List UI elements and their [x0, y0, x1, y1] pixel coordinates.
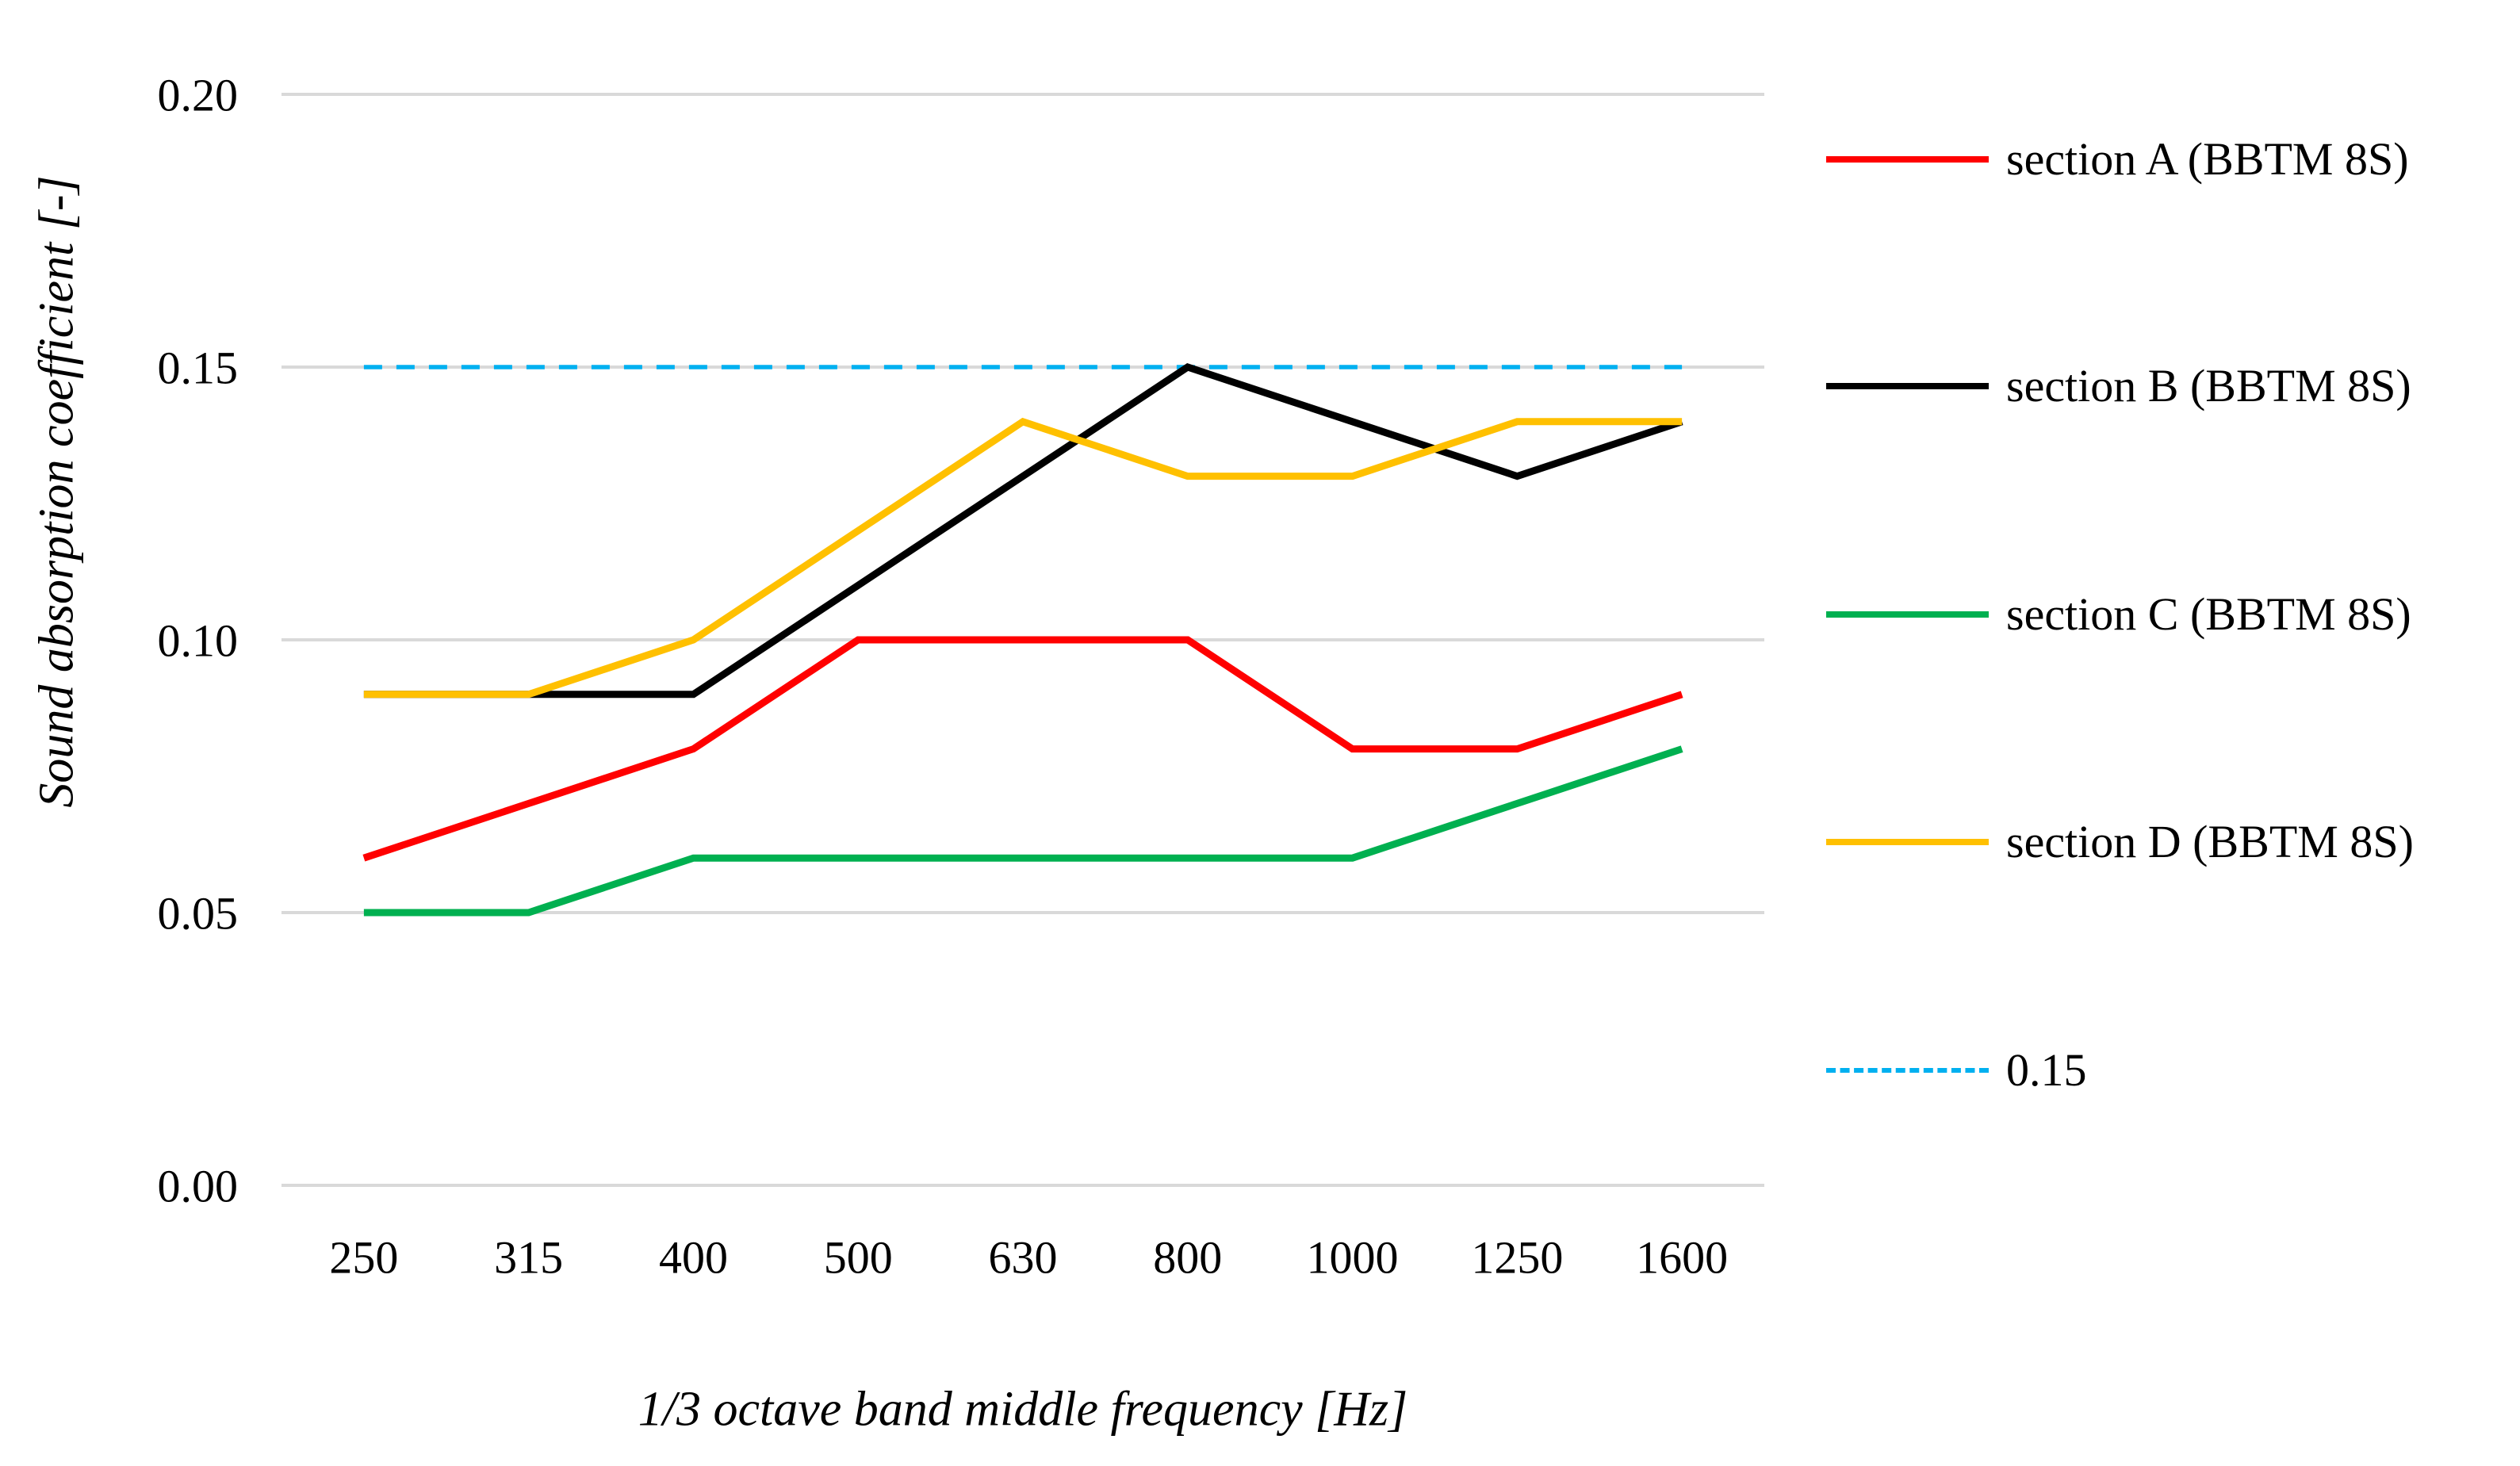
x-axis-title: 1/3 octave band middle frequency [Hz] [638, 1382, 1408, 1437]
x-tick-label: 500 [824, 1231, 893, 1283]
legend-label: section C (BBTM 8S) [2006, 588, 2411, 640]
y-tick-label: 0.00 [158, 1160, 239, 1211]
x-tick-label: 315 [494, 1231, 563, 1283]
legend-swatch-section-c-line [1826, 611, 1989, 618]
y-tick-label: 0.15 [158, 342, 239, 393]
series-line-section-c [363, 745, 1683, 917]
y-tick-label: 0.20 [158, 69, 239, 121]
y-tick-label: 0.05 [158, 887, 239, 939]
legend-item-section-d: section D (BBTM 8S) [1826, 814, 2414, 870]
x-tick-label: 1250 [1471, 1231, 1563, 1283]
series-line-section-a [362, 636, 1683, 862]
legend-swatch-reference-dashed-line [1826, 1068, 1989, 1073]
legend-item-reference-015: 0.15 [1826, 1043, 2087, 1098]
series-line-section-d [363, 417, 1683, 699]
x-tick-label: 1600 [1636, 1231, 1728, 1283]
legend-item-section-b: section B (BBTM 8S) [1826, 358, 2411, 414]
x-tick-label: 1000 [1307, 1231, 1399, 1283]
legend-item-section-a: section A (BBTM 8S) [1826, 132, 2409, 187]
x-tick-label: 800 [1153, 1231, 1222, 1283]
series-line-section-b [363, 363, 1683, 699]
legend-label: section B (BBTM 8S) [2006, 360, 2411, 411]
legend-swatch-section-d-line [1826, 839, 1989, 845]
legend-label: section D (BBTM 8S) [2006, 816, 2414, 867]
legend-label: section A (BBTM 8S) [2006, 133, 2409, 185]
x-tick-label: 400 [659, 1231, 728, 1283]
legend-swatch-section-b-line [1826, 383, 1989, 389]
legend-item-section-c: section C (BBTM 8S) [1826, 587, 2411, 642]
legend-label: 0.15 [2006, 1044, 2087, 1096]
legend-swatch-section-a-line [1826, 156, 1989, 163]
y-axis-title: Sound absorption coefficient [-] [29, 175, 84, 808]
y-tick-label: 0.10 [158, 614, 239, 666]
x-tick-label: 630 [989, 1231, 1058, 1283]
x-tick-label: 250 [329, 1231, 398, 1283]
